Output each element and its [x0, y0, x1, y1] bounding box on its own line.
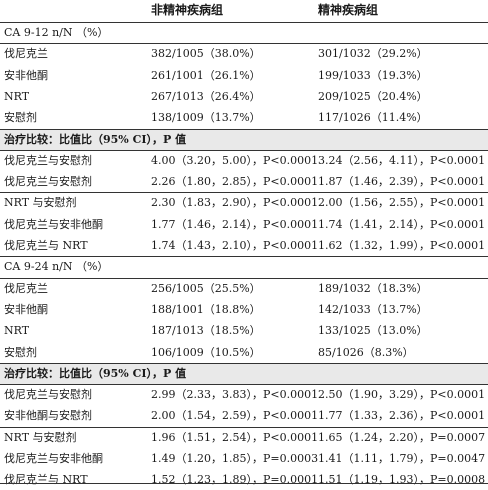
comparison-row: 伐尼克兰与 NRT 1.74（1.43，2.10），P<0.0001 1.62（1.… — [0, 235, 488, 256]
non-psychiatric-odds-ratio: 1.74（1.43，2.10），P<0.0001 — [151, 239, 319, 252]
table-rule — [0, 22, 488, 23]
psychiatric-value: 133/1025（13.0%） — [318, 324, 428, 337]
comparison-title-text: 治疗比较：比值比（95% CI），P 值 — [4, 367, 187, 380]
comparison-label: 伐尼克兰与安慰剂 — [4, 388, 92, 401]
non-psychiatric-odds-ratio: 2.00（1.54，2.59），P<0.0001 — [151, 409, 319, 422]
psychiatric-odds-ratio: 1.77（1.33，2.36），P<0.0001 — [318, 409, 486, 422]
section-title: CA 9-12 n/N （%） — [0, 22, 488, 43]
table-row: 安慰剂 106/1009（10.5%） 85/1026（8.3%） — [0, 342, 488, 363]
table-rule — [0, 384, 488, 385]
psychiatric-odds-ratio: 1.74（1.41，2.14），P<0.0001 — [318, 218, 486, 231]
non-psychiatric-odds-ratio: 1.77（1.46，2.14），P<0.0001 — [151, 218, 319, 231]
psychiatric-odds-ratio: 2.50（1.90，3.29），P<0.0001 — [318, 388, 486, 401]
treatment-label: NRT — [4, 324, 30, 337]
table-rule — [0, 427, 488, 428]
table-row: 安非他酮 261/1001（26.1%） 199/1033（19.3%） — [0, 65, 488, 86]
psychiatric-value: 199/1033（19.3%） — [318, 69, 428, 82]
psychiatric-value: 117/1026（11.4%） — [318, 111, 428, 124]
psychiatric-odds-ratio: 1.41（1.11，1.79），P=0.0047 — [318, 452, 486, 465]
non-psychiatric-value: 267/1013（26.4%） — [151, 90, 261, 103]
comparison-label: NRT 与安慰剂 — [4, 196, 77, 209]
comparison-title: 治疗比较：比值比（95% CI），P 值 — [0, 129, 488, 150]
comparison-label: 伐尼克兰与安慰剂 — [4, 154, 92, 167]
table-rule — [0, 256, 488, 257]
table-row: NRT 267/1013（26.4%） 209/1025（20.4%） — [0, 86, 488, 107]
table-header: 非精神疾病组 精神疾病组 — [0, 0, 488, 21]
psychiatric-odds-ratio: 1.87（1.46，2.39），P<0.0001 — [318, 175, 486, 188]
comparison-label: 伐尼克兰与安慰剂 — [4, 175, 92, 188]
table-rule — [0, 483, 488, 484]
comparison-row: 伐尼克兰与安非他酮 1.77（1.46，2.14），P<0.0001 1.74（1.… — [0, 214, 488, 235]
comparison-row: NRT 与安慰剂 1.96（1.51，2.54），P<0.0001 1.65（1.2… — [0, 427, 488, 448]
psychiatric-odds-ratio: 1.65（1.24，2.20），P=0.0007 — [318, 431, 486, 444]
non-psychiatric-odds-ratio: 4.00（3.20，5.00），P<0.0001 — [151, 154, 319, 167]
comparison-label: 安非他酮与安慰剂 — [4, 409, 92, 422]
non-psychiatric-odds-ratio: 1.49（1.20，1.85），P=0.0003 — [151, 452, 319, 465]
psychiatric-value: 189/1032（18.3%） — [318, 282, 428, 295]
psychiatric-odds-ratio: 3.24（2.56，4.11），P<0.0001 — [318, 154, 486, 167]
comparison-label: 伐尼克兰与 NRT — [4, 473, 88, 486]
header-non-psychiatric: 非精神疾病组 — [151, 3, 224, 17]
non-psychiatric-odds-ratio: 2.26（1.80，2.85），P<0.0001 — [151, 175, 319, 188]
non-psychiatric-odds-ratio: 2.30（1.83，2.90），P<0.0001 — [151, 196, 319, 209]
treatment-label: NRT — [4, 90, 30, 103]
psychiatric-odds-ratio: 1.51（1.19，1.93），P=0.0008 — [318, 473, 486, 486]
comparison-title: 治疗比较：比值比（95% CI），P 值 — [0, 363, 488, 384]
psychiatric-odds-ratio: 1.62（1.32，1.99），P<0.0001 — [318, 239, 486, 252]
table-rule — [0, 192, 488, 193]
comparison-row: 伐尼克兰与 NRT 1.52（1.23，1.89），P=0.0001 1.51（1.… — [0, 469, 488, 490]
non-psychiatric-value: 261/1001（26.1%） — [151, 69, 261, 82]
treatment-label: 安非他酮 — [4, 69, 48, 82]
psychiatric-value: 142/1033（13.7%） — [318, 303, 428, 316]
table-row: 安非他酮 188/1001（18.8%） 142/1033（13.7%） — [0, 299, 488, 320]
non-psychiatric-odds-ratio: 1.96（1.51，2.54），P<0.0001 — [151, 431, 319, 444]
comparison-row: 安非他酮与安慰剂 2.00（1.54，2.59），P<0.0001 1.77（1.3… — [0, 405, 488, 426]
non-psychiatric-value: 138/1009（13.7%） — [151, 111, 261, 124]
comparison-label: NRT 与安慰剂 — [4, 431, 77, 444]
header-psychiatric: 精神疾病组 — [318, 3, 379, 17]
treatment-label: 伐尼克兰 — [4, 282, 48, 295]
treatment-label: 安非他酮 — [4, 303, 48, 316]
table-row: NRT 187/1013（18.5%） 133/1025（13.0%） — [0, 320, 488, 341]
comparison-label: 伐尼克兰与安非他酮 — [4, 452, 103, 465]
non-psychiatric-value: 256/1005（25.5%） — [151, 282, 261, 295]
psychiatric-value: 301/1032（29.2%） — [318, 47, 428, 60]
comparison-title-text: 治疗比较：比值比（95% CI），P 值 — [4, 133, 187, 146]
section-title-text: CA 9-24 n/N （%） — [4, 260, 109, 273]
section-title: CA 9-24 n/N （%） — [0, 256, 488, 277]
treatment-label: 安慰剂 — [4, 111, 37, 124]
non-psychiatric-value: 188/1001（18.8%） — [151, 303, 261, 316]
comparison-row: 伐尼克兰与安慰剂 4.00（3.20，5.00），P<0.0001 3.24（2.5… — [0, 150, 488, 171]
comparison-label: 伐尼克兰与安非他酮 — [4, 218, 103, 231]
comparison-row: 伐尼克兰与安非他酮 1.49（1.20，1.85），P=0.0003 1.41（1.… — [0, 448, 488, 469]
table-rule — [0, 43, 488, 44]
table-row: 伐尼克兰 256/1005（25.5%） 189/1032（18.3%） — [0, 278, 488, 299]
non-psychiatric-value: 187/1013（18.5%） — [151, 324, 261, 337]
section-title-text: CA 9-12 n/N （%） — [4, 26, 109, 39]
comparison-label: 伐尼克兰与 NRT — [4, 239, 88, 252]
non-psychiatric-odds-ratio: 2.99（2.33，3.83），P<0.0001 — [151, 388, 319, 401]
non-psychiatric-value: 382/1005（38.0%） — [151, 47, 261, 60]
non-psychiatric-odds-ratio: 1.52（1.23，1.89），P=0.0001 — [151, 473, 319, 486]
table-row: 伐尼克兰 382/1005（38.0%） 301/1032（29.2%） — [0, 43, 488, 64]
psychiatric-value: 85/1026（8.3%） — [318, 346, 414, 359]
treatment-label: 伐尼克兰 — [4, 47, 48, 60]
comparison-row: NRT 与安慰剂 2.30（1.83，2.90），P<0.0001 2.00（1.5… — [0, 192, 488, 213]
table-rule — [0, 278, 488, 279]
table-rule — [0, 150, 488, 151]
table-rule — [0, 363, 488, 364]
table-rule — [0, 129, 488, 130]
psychiatric-value: 209/1025（20.4%） — [318, 90, 428, 103]
comparison-row: 伐尼克兰与安慰剂 2.26（1.80，2.85），P<0.0001 1.87（1.4… — [0, 171, 488, 192]
table-row: 安慰剂 138/1009（13.7%） 117/1026（11.4%） — [0, 107, 488, 128]
psychiatric-odds-ratio: 2.00（1.56，2.55），P<0.0001 — [318, 196, 486, 209]
non-psychiatric-value: 106/1009（10.5%） — [151, 346, 261, 359]
treatment-label: 安慰剂 — [4, 346, 37, 359]
comparison-row: 伐尼克兰与安慰剂 2.99（2.33，3.83），P<0.0001 2.50（1.9… — [0, 384, 488, 405]
